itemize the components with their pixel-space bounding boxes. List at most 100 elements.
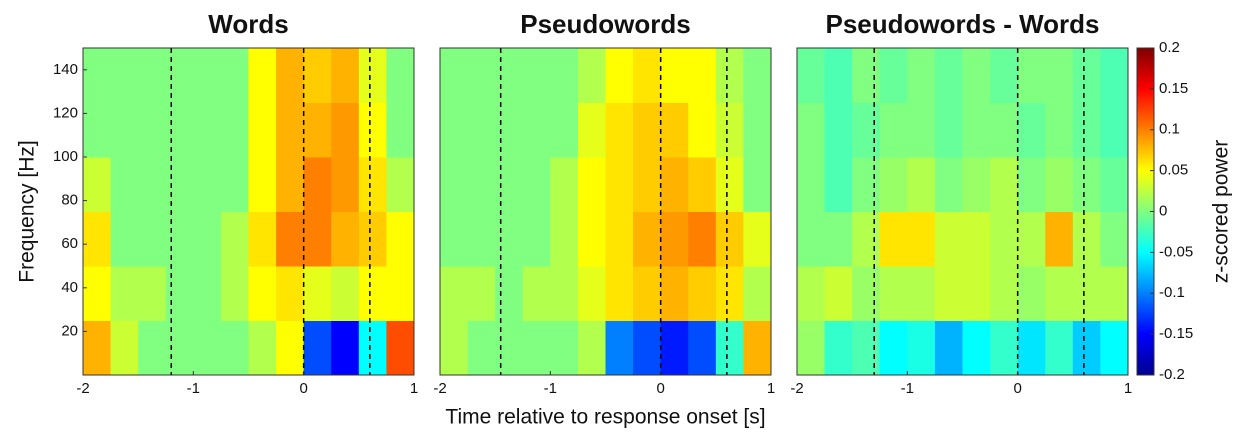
heatmap-cell <box>743 211 772 267</box>
heatmap-cell <box>331 211 360 267</box>
x-tick-label: -1 <box>544 380 557 397</box>
axes-frame <box>439 47 772 376</box>
heatmap-cell <box>303 320 332 376</box>
heatmap-cell <box>990 102 1019 158</box>
heatmap-cell <box>907 211 936 267</box>
heatmap-cell <box>990 320 1019 376</box>
heatmap-cell <box>934 266 963 321</box>
heatmap-cell <box>1045 211 1074 267</box>
heatmap-cell <box>522 320 551 376</box>
heatmap-cell <box>165 157 194 212</box>
heatmap-cell <box>990 211 1019 267</box>
heatmap-cell <box>440 266 469 321</box>
heatmap-cell <box>824 48 853 103</box>
heatmap-cell <box>577 48 606 103</box>
heatmap-cell <box>605 320 634 376</box>
heatmap-cell <box>907 102 936 158</box>
heatmap-cell <box>907 320 936 376</box>
heatmap-cell <box>303 102 332 158</box>
heatmap-cell <box>577 102 606 158</box>
heatmap-cell <box>852 320 881 376</box>
heatmap-cell <box>688 266 717 321</box>
heatmap-cell <box>138 157 167 212</box>
heatmap-cell <box>193 157 222 212</box>
heatmap-cell <box>962 102 991 158</box>
x-tick-label: 1 <box>767 380 775 397</box>
x-tick-label: 0 <box>1013 380 1021 397</box>
colorbar-label: z-scored power <box>1210 140 1233 284</box>
heatmap-cell <box>934 211 963 267</box>
heatmap-cell <box>331 48 360 103</box>
heatmap-cell <box>467 211 496 267</box>
heatmap-cell <box>220 102 249 158</box>
heatmap-cell <box>276 211 305 267</box>
heatmap-cell <box>193 211 222 267</box>
heatmap-cell <box>440 102 469 158</box>
heatmap-cell <box>688 102 717 158</box>
heatmap-cell <box>83 320 112 376</box>
x-tick-label: -2 <box>76 380 89 397</box>
heatmap-cell <box>1072 48 1101 103</box>
heatmap-cell <box>1017 157 1046 212</box>
heatmap-cell <box>386 320 415 376</box>
heatmap-cell <box>440 48 469 103</box>
heatmap-cell <box>934 48 963 103</box>
heatmap-cell <box>633 320 662 376</box>
heatmap-cell <box>248 157 277 212</box>
heatmap-cell <box>1045 266 1074 321</box>
heatmap-cell <box>824 211 853 267</box>
heatmap-cell <box>660 48 689 103</box>
heatmap-cell <box>331 102 360 158</box>
heatmap-cell <box>990 266 1019 321</box>
heatmap-cell <box>1100 48 1129 103</box>
y-tick-label: 80 <box>61 192 78 209</box>
heatmap-cell <box>248 102 277 158</box>
heatmap-cell <box>331 157 360 212</box>
heatmap-cell <box>715 211 744 267</box>
heatmap-cell <box>715 320 744 376</box>
x-tick-label: 0 <box>656 380 664 397</box>
heatmap-cell <box>633 266 662 321</box>
heatmap-cell <box>824 102 853 158</box>
heatmap-cell <box>633 48 662 103</box>
y-axis-label: Frequency [Hz] <box>16 140 39 282</box>
heatmap-cell <box>248 320 277 376</box>
heatmap-cell <box>303 157 332 212</box>
heatmap-cell <box>467 102 496 158</box>
heatmap-cell <box>1017 48 1046 103</box>
heatmap-cell <box>303 48 332 103</box>
heatmap-cell <box>248 48 277 103</box>
heatmap-cell <box>852 157 881 212</box>
heatmap-cell <box>495 48 524 103</box>
heatmap-cell <box>276 102 305 158</box>
heatmap-cell <box>220 320 249 376</box>
heatmap-cell <box>688 211 717 267</box>
heatmap-cell <box>467 266 496 321</box>
heatmap-cell <box>193 266 222 321</box>
heatmap-cell <box>962 157 991 212</box>
heatmap-cell <box>165 102 194 158</box>
chart-title: Pseudowords <box>520 9 690 39</box>
heatmap-cell <box>550 157 579 212</box>
heatmap-cell <box>852 48 881 103</box>
heatmap-cell <box>110 320 139 376</box>
heatmap-cell <box>605 48 634 103</box>
heatmap-cell <box>879 266 908 321</box>
x-tick-label: -1 <box>901 380 914 397</box>
x-tick-label: 0 <box>299 380 307 397</box>
x-tick-label: -1 <box>187 380 200 397</box>
heatmap-cell <box>577 320 606 376</box>
heatmap-cell <box>358 266 387 321</box>
heatmap-cell <box>138 102 167 158</box>
heatmap-cell <box>550 266 579 321</box>
heatmap-cell <box>193 48 222 103</box>
heatmap-cell <box>495 211 524 267</box>
heatmap-cell <box>660 157 689 212</box>
heatmap-cell <box>193 102 222 158</box>
heatmap-cell <box>193 320 222 376</box>
heatmap-cell <box>824 157 853 212</box>
heatmap-cell <box>605 211 634 267</box>
heatmap-cell <box>1072 157 1101 212</box>
heatmap-cell <box>1017 320 1046 376</box>
y-tick-label: 20 <box>61 322 78 339</box>
